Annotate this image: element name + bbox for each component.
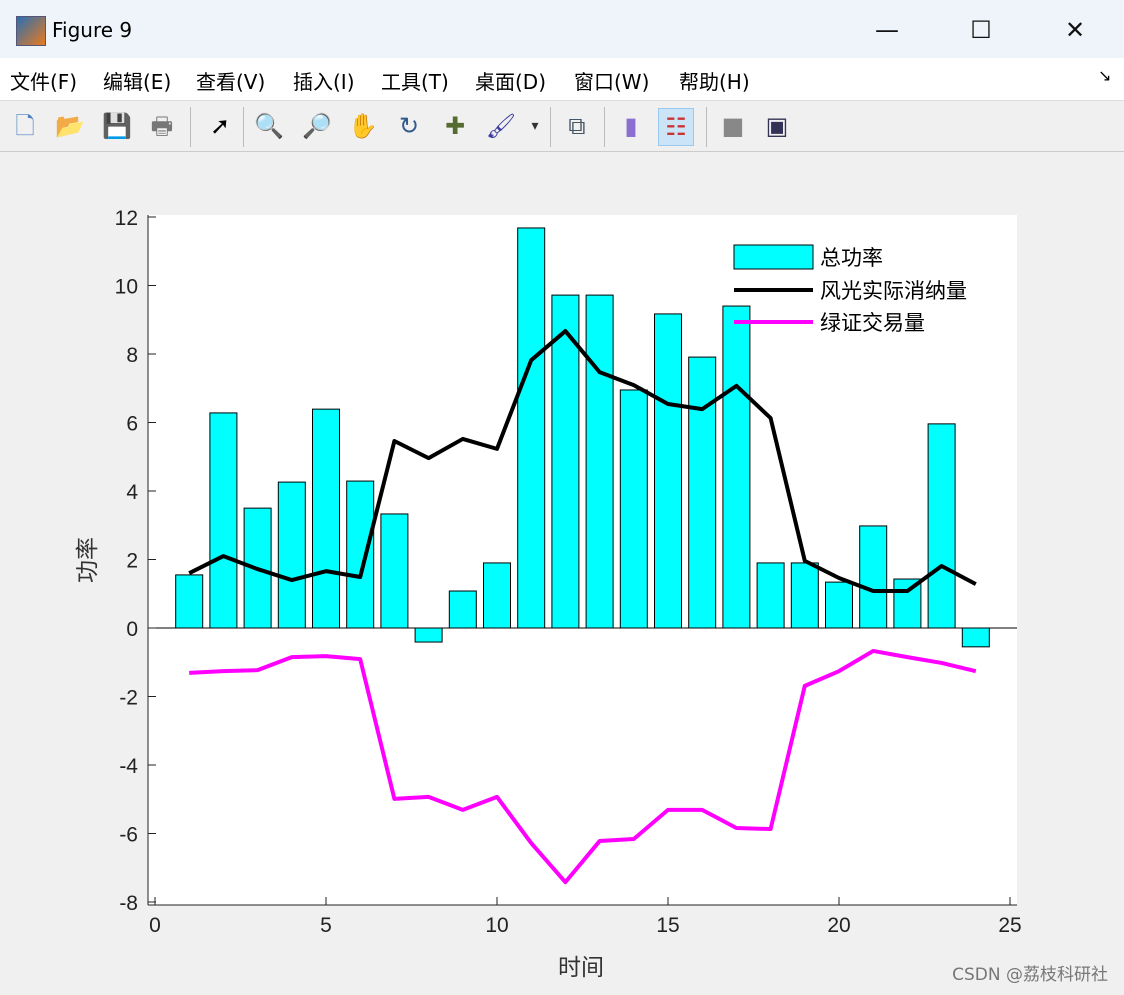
legend-label: 风光实际消纳量 bbox=[820, 279, 967, 303]
toolbar-separator bbox=[604, 107, 605, 147]
figure-canvas: -8 -6 -4 -2 0 2 4 6 8 10 12 0 5 10 15 20 25 时间 功率 总功率风光实际消纳… bbox=[75, 207, 1022, 981]
bar bbox=[312, 408, 340, 629]
toolbar-separator bbox=[190, 107, 191, 147]
new-figure-icon[interactable]: 🗋 bbox=[15, 112, 35, 140]
y-tick-label: 8 bbox=[126, 344, 138, 367]
menu-edit[interactable]: 编辑(E) bbox=[103, 70, 172, 94]
minimize-button[interactable]: — bbox=[875, 16, 899, 44]
bar bbox=[483, 562, 511, 629]
bar bbox=[859, 525, 888, 629]
x-tick-label: 20 bbox=[827, 914, 850, 937]
zoom-in-icon[interactable]: 🔍 bbox=[254, 112, 284, 140]
bar bbox=[619, 389, 648, 629]
bar bbox=[893, 578, 922, 629]
bar bbox=[688, 356, 717, 629]
dock-arrow-icon[interactable]: ↘ bbox=[1098, 66, 1112, 85]
series-line bbox=[188, 329, 977, 594]
link-plot-icon[interactable]: ⧉ bbox=[568, 112, 586, 140]
bar bbox=[414, 627, 443, 643]
bar bbox=[277, 481, 306, 629]
y-tick-label: 12 bbox=[115, 207, 138, 230]
bar bbox=[175, 574, 204, 629]
toolbar-separator bbox=[243, 107, 244, 147]
zoom-out-icon[interactable]: 🔎 bbox=[302, 112, 332, 140]
maximize-button[interactable]: ☐ bbox=[970, 16, 992, 44]
colorbar-icon[interactable]: ▮ bbox=[624, 112, 638, 140]
data-cursor-icon[interactable]: ✚ bbox=[444, 112, 466, 140]
x-tick-label: 5 bbox=[320, 914, 332, 937]
pan-icon[interactable]: ✋ bbox=[348, 112, 378, 140]
rotate-icon[interactable]: ↻ bbox=[398, 112, 420, 140]
bar bbox=[790, 562, 819, 629]
bar bbox=[209, 412, 238, 629]
menu-window[interactable]: 窗口(W) bbox=[574, 70, 650, 94]
bar bbox=[722, 305, 751, 629]
bar bbox=[756, 562, 785, 629]
print-icon[interactable]: 🖶 bbox=[150, 112, 174, 140]
x-tick-label: 10 bbox=[485, 914, 508, 937]
bar bbox=[961, 627, 990, 648]
series-line bbox=[189, 648, 977, 885]
matlab-logo-icon bbox=[16, 16, 46, 46]
x-tick-label: 25 bbox=[998, 914, 1021, 937]
bar bbox=[517, 227, 546, 629]
bar bbox=[380, 513, 409, 629]
bar bbox=[346, 480, 375, 629]
menu-insert[interactable]: 插入(I) bbox=[293, 70, 355, 94]
legend-icon[interactable]: ☷ bbox=[658, 108, 694, 146]
hide-plot-tools-icon[interactable]: ■ bbox=[721, 112, 745, 140]
y-tick-label: 6 bbox=[126, 413, 138, 436]
bar bbox=[927, 423, 956, 629]
menu-desktop[interactable]: 桌面(D) bbox=[475, 70, 547, 94]
menu-file[interactable]: 文件(F) bbox=[10, 70, 78, 94]
legend-label: 总功率 bbox=[820, 246, 883, 270]
menu-help[interactable]: 帮助(H) bbox=[679, 70, 750, 94]
y-tick-label: 4 bbox=[126, 481, 138, 504]
brush-dropdown-icon[interactable]: ▾ bbox=[531, 118, 539, 134]
save-icon[interactable]: 💾 bbox=[102, 112, 132, 140]
menu-view[interactable]: 查看(V) bbox=[196, 70, 266, 94]
y-tick-label: -2 bbox=[119, 687, 138, 710]
close-button[interactable]: ✕ bbox=[1064, 16, 1086, 44]
pointer-icon[interactable]: ➚ bbox=[209, 112, 231, 140]
menu-bar: 文件(F) 编辑(E) 查看(V) 插入(I) 工具(T) 桌面(D) 窗口(W… bbox=[0, 58, 1124, 101]
watermark: CSDN @荔枝科研社 bbox=[952, 965, 1108, 985]
open-icon[interactable]: 📂 bbox=[55, 112, 85, 140]
brush-icon[interactable]: 🖌 bbox=[485, 112, 517, 140]
toolbar-separator bbox=[550, 107, 551, 147]
legend-swatch bbox=[733, 244, 814, 270]
x-tick-label: 15 bbox=[656, 914, 679, 937]
x-axis-label: 时间 bbox=[558, 955, 604, 981]
y-axis-label: 功率 bbox=[75, 537, 101, 583]
window-title: Figure 9 bbox=[52, 18, 133, 42]
bar bbox=[551, 294, 580, 629]
bar bbox=[654, 313, 682, 629]
bar bbox=[825, 581, 853, 629]
y-tick-label: 2 bbox=[126, 550, 138, 573]
bar bbox=[448, 590, 477, 629]
y-tick-label: -6 bbox=[119, 824, 138, 847]
y-tick-label: 10 bbox=[115, 276, 138, 299]
toolbar: 🗋 📂 💾 🖶 ➚ 🔍 🔎 ✋ ↻ ✚ 🖌 ▾ ⧉ ▮ ☷ ■ ▣ bbox=[0, 101, 1124, 152]
menu-tools[interactable]: 工具(T) bbox=[381, 70, 449, 94]
y-tick-label: 0 bbox=[126, 618, 138, 641]
x-tick-label: 0 bbox=[149, 914, 161, 937]
toolbar-separator bbox=[706, 107, 707, 147]
y-tick-label: -4 bbox=[119, 755, 138, 778]
show-plot-tools-icon[interactable]: ▣ bbox=[765, 112, 789, 140]
title-bar: Figure 9 — ☐ ✕ bbox=[0, 0, 1124, 58]
y-tick-label: -8 bbox=[119, 892, 138, 915]
bar bbox=[585, 294, 614, 629]
legend-label: 绿证交易量 bbox=[820, 311, 925, 335]
